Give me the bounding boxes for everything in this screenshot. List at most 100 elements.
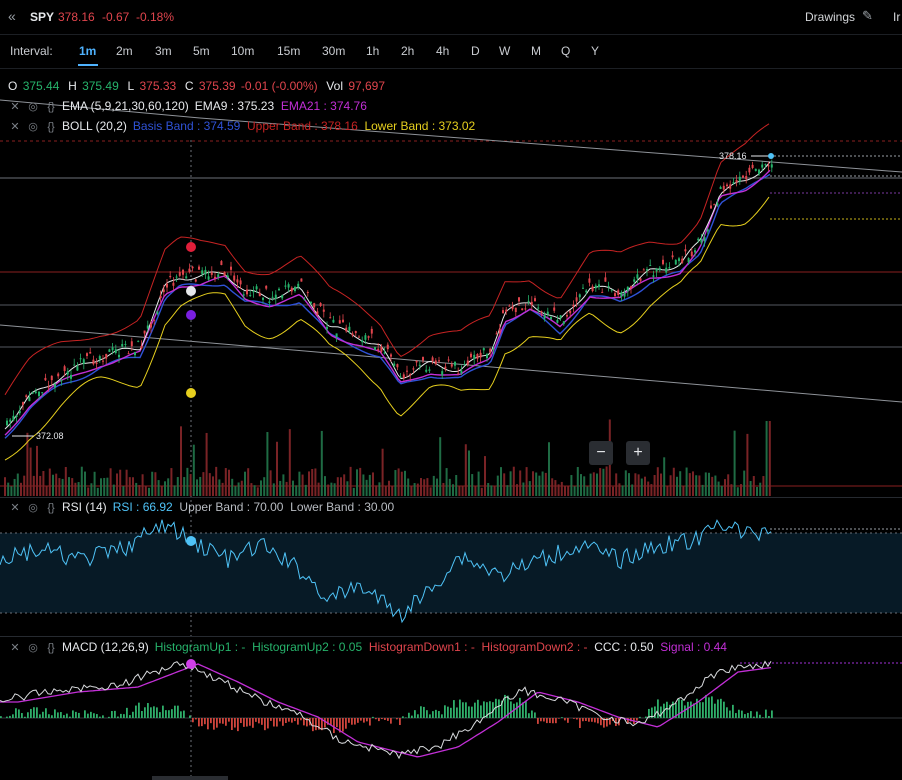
interval-y[interactable]: Y xyxy=(591,44,600,58)
volume-bar xyxy=(596,473,598,496)
macd-histogram-bar xyxy=(744,714,746,718)
pencil-icon[interactable]: ✎ xyxy=(862,8,873,23)
close-icon[interactable]: ✕ xyxy=(10,642,20,654)
interval-5m[interactable]: 5m xyxy=(193,44,210,58)
code-braces-icon[interactable]: {} xyxy=(47,502,55,514)
macd-histogram-bar xyxy=(405,717,407,718)
ema-name[interactable]: EMA (5,9,21,30,60,120) xyxy=(62,99,189,113)
code-braces-icon[interactable]: {} xyxy=(47,101,55,113)
macd-histogram-bar xyxy=(96,714,98,718)
macd-histogram-bar xyxy=(474,702,476,718)
eye-icon[interactable]: ◎ xyxy=(28,101,38,113)
zoom-out-button[interactable]: − xyxy=(589,441,613,465)
macd-histogram-bar xyxy=(57,712,59,718)
macd-histogram-bar xyxy=(528,713,530,718)
top-bar: « SPY 378.16 -0.67 -0.18% Drawings ✎ Ir xyxy=(0,0,902,35)
interval-4h[interactable]: 4h xyxy=(436,44,450,58)
macd-name[interactable]: MACD (12,26,9) xyxy=(62,640,149,654)
candle-body xyxy=(751,164,754,168)
volume-bar xyxy=(640,478,643,496)
volume-bar xyxy=(80,466,83,496)
code-braces-icon[interactable]: {} xyxy=(47,121,55,133)
candle-body xyxy=(178,272,181,276)
volume-bar xyxy=(343,474,346,496)
double-chevron-left-icon[interactable]: « xyxy=(8,8,16,24)
macd-histogram-bar xyxy=(378,718,380,722)
macd-histogram-bar xyxy=(9,715,11,718)
interval-2m[interactable]: 2m xyxy=(116,44,133,58)
close-icon[interactable]: ✕ xyxy=(10,502,20,514)
interval-10m[interactable]: 10m xyxy=(231,44,255,58)
candle-body xyxy=(137,340,140,342)
close-icon[interactable]: ✕ xyxy=(10,101,20,113)
pane-divider[interactable] xyxy=(0,636,902,637)
interval-1h[interactable]: 1h xyxy=(366,44,380,58)
rsi-band-fill xyxy=(0,533,902,613)
scrollbar-thumb[interactable] xyxy=(152,776,228,780)
candle-body xyxy=(361,340,364,343)
indicators-button[interactable]: Ir xyxy=(893,10,901,24)
close-icon[interactable]: ✕ xyxy=(10,121,20,133)
interval-1m[interactable]: 1m xyxy=(79,44,97,58)
ema21-line xyxy=(4,169,771,436)
macd-histogram-bar xyxy=(447,706,449,718)
rsi-legend: ✕ ◎ {} RSI (14) RSI : 66.92 Upper Band : 70.… xyxy=(8,500,394,514)
candle-body xyxy=(367,336,370,338)
volume-bar xyxy=(218,479,221,496)
ema9-marker xyxy=(186,286,196,296)
interval-30m[interactable]: 30m xyxy=(322,44,346,58)
interval-q[interactable]: Q xyxy=(561,44,571,58)
volume-bar xyxy=(752,476,755,496)
candle-body xyxy=(598,284,600,287)
volume-bar xyxy=(580,474,582,496)
volume-bar xyxy=(381,448,384,496)
candle-body xyxy=(156,311,159,314)
drawings-button[interactable]: Drawings xyxy=(805,10,856,24)
volume-bar xyxy=(733,430,736,496)
volume-bar xyxy=(416,483,419,496)
code-braces-icon[interactable]: {} xyxy=(47,642,55,654)
macd-signal: Signal : 0.44 xyxy=(660,640,727,654)
volume-bar xyxy=(605,466,608,496)
macd-histogram-bar xyxy=(156,707,158,718)
zoom-in-button[interactable]: + xyxy=(626,441,650,465)
interval-w[interactable]: W xyxy=(499,44,511,58)
interval-d[interactable]: D xyxy=(471,44,480,58)
rsi-name[interactable]: RSI (14) xyxy=(62,500,107,514)
volume-bar xyxy=(148,487,150,496)
interval-15m[interactable]: 15m xyxy=(277,44,301,58)
boll-name[interactable]: BOLL (20,2) xyxy=(62,119,127,133)
pane-divider[interactable] xyxy=(0,497,902,498)
macd-histogram-bar xyxy=(267,718,269,729)
candle-body xyxy=(674,260,677,265)
eye-icon[interactable]: ◎ xyxy=(28,642,38,654)
interval-2h[interactable]: 2h xyxy=(401,44,415,58)
eye-icon[interactable]: ◎ xyxy=(28,121,38,133)
volume-bar xyxy=(295,485,298,496)
volume-bar xyxy=(557,484,560,496)
volume-bar xyxy=(599,468,602,496)
interval-3m[interactable]: 3m xyxy=(155,44,172,58)
volume-bar xyxy=(272,483,275,496)
eye-icon[interactable]: ◎ xyxy=(28,502,38,514)
macd-histogram-bar xyxy=(414,710,416,718)
macd-histogram-bar xyxy=(714,703,716,718)
candle-body xyxy=(351,333,354,336)
volume-bar xyxy=(759,482,762,496)
macd-histogram-bar xyxy=(498,699,500,718)
symbol-label[interactable]: SPY xyxy=(30,10,55,24)
interval-m[interactable]: M xyxy=(531,44,541,58)
volume-bar xyxy=(413,483,416,496)
macd-histogram-bar xyxy=(135,705,137,718)
candle-body xyxy=(47,386,50,388)
macd-histogram-bar xyxy=(0,716,2,718)
low-price-label: 372.08 xyxy=(36,431,64,441)
macd-histogram-bar xyxy=(243,718,245,727)
volume-bar xyxy=(52,474,54,496)
candle-body xyxy=(121,343,124,347)
volume-bar xyxy=(228,469,230,496)
volume-bar xyxy=(186,467,189,496)
macd-histogram-bar xyxy=(129,715,131,718)
macd-histogram-bar xyxy=(672,701,674,718)
